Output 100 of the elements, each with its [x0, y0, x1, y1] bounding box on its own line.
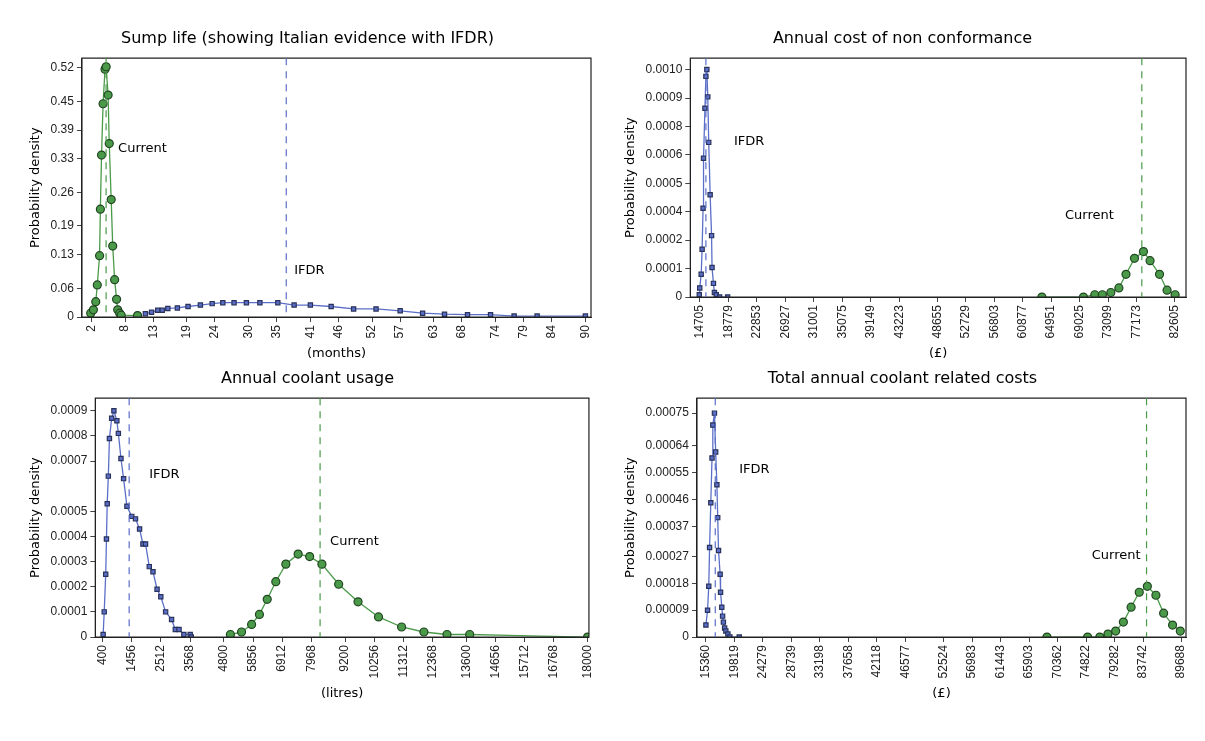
y-tick-label: 0.0009 [50, 403, 88, 418]
x-tick-label: 35 [269, 324, 284, 339]
x-tick-label: 89688 [1173, 644, 1188, 679]
x-tick-label: 14705 [692, 304, 707, 339]
x-axis-title: (months) [306, 344, 367, 360]
ref-line-label: IFDR [739, 461, 770, 477]
x-tick-label: 35075 [834, 304, 849, 339]
y-tick-label: 0.33 [50, 151, 75, 166]
x-tick-label: 15360 [698, 644, 713, 679]
x-tick-label: 90 [577, 324, 592, 339]
x-tick-label: 46577 [897, 644, 912, 679]
x-tick-label: 30 [240, 324, 255, 339]
y-tick-label: 0.0003 [50, 553, 88, 568]
y-tick-label: 0.00046 [645, 492, 690, 507]
y-tick-label: 0.0005 [645, 175, 683, 190]
y-tick-label: 0.06 [50, 280, 75, 295]
y-tick-label: 0.0002 [645, 232, 683, 247]
y-tick-label: 0 [675, 289, 683, 304]
x-tick-label: 77173 [1128, 304, 1143, 339]
y-tick-label: 0.0001 [50, 604, 88, 619]
x-tick-label: 5856 [245, 644, 260, 672]
x-tick-label: 13 [145, 324, 160, 339]
y-tick-label: 0.00064 [645, 438, 690, 453]
ref-line-label: Current [1091, 547, 1141, 563]
x-tick-label: 68 [454, 324, 469, 339]
x-tick-label: 28739 [783, 644, 798, 679]
x-tick-label: 43223 [891, 304, 906, 339]
x-tick-label: 41 [302, 324, 317, 339]
x-tick-label: 70362 [1049, 644, 1064, 679]
x-axis-title: (£) [932, 684, 951, 700]
x-tick-label: 2512 [153, 644, 168, 672]
ref-line-label: IFDR [294, 261, 325, 277]
x-tick-label: 11312 [395, 644, 410, 678]
x-tick-label: 57 [392, 324, 407, 339]
x-tick-label: 2 [83, 324, 98, 332]
x-tick-label: 18779 [720, 304, 735, 339]
x-tick-label: 10256 [366, 644, 381, 679]
y-tick-label: 0.0006 [645, 147, 683, 162]
x-tick-label: 26927 [777, 304, 792, 339]
y-axis-title: Probability density [622, 117, 638, 238]
x-tick-label: 42118 [869, 644, 884, 678]
ref-line-label: Current [330, 532, 379, 548]
x-tick-label: 7968 [303, 644, 318, 672]
y-tick-label: 0.0007 [50, 453, 88, 468]
x-axis-title: (£) [928, 344, 948, 360]
x-tick-label: 9200 [337, 644, 352, 672]
x-tick-label: 79282 [1106, 644, 1121, 679]
ref-line-label: Current [118, 140, 167, 156]
y-axis-title: Probability density [27, 127, 43, 248]
x-tick-label: 3568 [182, 644, 197, 672]
chart-title: Sump life (showing Italian evidence with IFDR) [121, 27, 494, 47]
y-tick-label: 0.0005 [50, 503, 88, 518]
chart-title: Total annual coolant related costs [766, 367, 1038, 387]
y-tick-label: 0.00075 [645, 405, 690, 420]
x-tick-label: 18000 [579, 644, 594, 679]
x-tick-label: 39149 [863, 304, 878, 339]
x-tick-label: 74 [487, 324, 502, 339]
y-tick-label: 0.45 [50, 93, 75, 108]
x-tick-label: 12368 [424, 644, 439, 679]
x-tick-label: 60877 [1015, 304, 1029, 339]
y-tick-label: 0.0008 [50, 428, 88, 443]
x-tick-label: 56803 [986, 304, 1001, 339]
x-tick-label: 52729 [958, 304, 973, 339]
x-tick-label: 63 [426, 324, 441, 339]
y-tick-label: 0.0004 [645, 204, 683, 219]
y-tick-label: 0.00037 [645, 518, 690, 533]
x-tick-label: 33198 [812, 644, 827, 679]
x-tick-label: 24 [207, 324, 222, 339]
x-tick-label: 400 [95, 644, 110, 666]
x-tick-label: 46 [330, 324, 345, 339]
x-tick-label: 37658 [840, 644, 855, 679]
x-tick-label: 64951 [1043, 304, 1058, 339]
x-axis-title: (litres) [320, 684, 364, 700]
y-tick-label: 0 [80, 629, 88, 644]
y-tick-label: 0.52 [50, 60, 75, 75]
x-tick-label: 6912 [274, 644, 289, 672]
x-tick-label: 79 [515, 324, 530, 339]
x-tick-label: 19819 [726, 644, 741, 679]
x-tick-label: 65903 [1021, 644, 1036, 679]
y-tick-label: 0.0004 [50, 528, 88, 543]
x-tick-label: 31001 [806, 304, 821, 339]
x-tick-label: 82605 [1166, 304, 1181, 339]
y-tick-label: 0 [682, 629, 690, 644]
y-tick-label: 0.0010 [645, 61, 683, 76]
ref-line-label: IFDR [733, 133, 765, 149]
x-tick-label: 13600 [458, 644, 473, 679]
x-tick-label: 14656 [487, 644, 502, 679]
y-tick-label: 0.19 [50, 218, 75, 233]
x-tick-label: 48655 [929, 304, 944, 339]
x-tick-label: 16768 [545, 644, 560, 679]
chart-title: Annual cost of non conformance [772, 27, 1033, 47]
y-tick-label: 0.39 [50, 122, 75, 137]
y-tick-label: 0.26 [50, 184, 75, 199]
x-tick-label: 22853 [749, 304, 764, 339]
y-tick-label: 0.0001 [645, 260, 683, 275]
y-tick-label: 0.13 [50, 247, 75, 262]
y-tick-label: 0.00018 [645, 575, 690, 590]
chart-title: Annual coolant usage [220, 367, 395, 387]
y-tick-label: 0.0002 [50, 579, 88, 594]
x-tick-label: 1456 [124, 644, 139, 672]
